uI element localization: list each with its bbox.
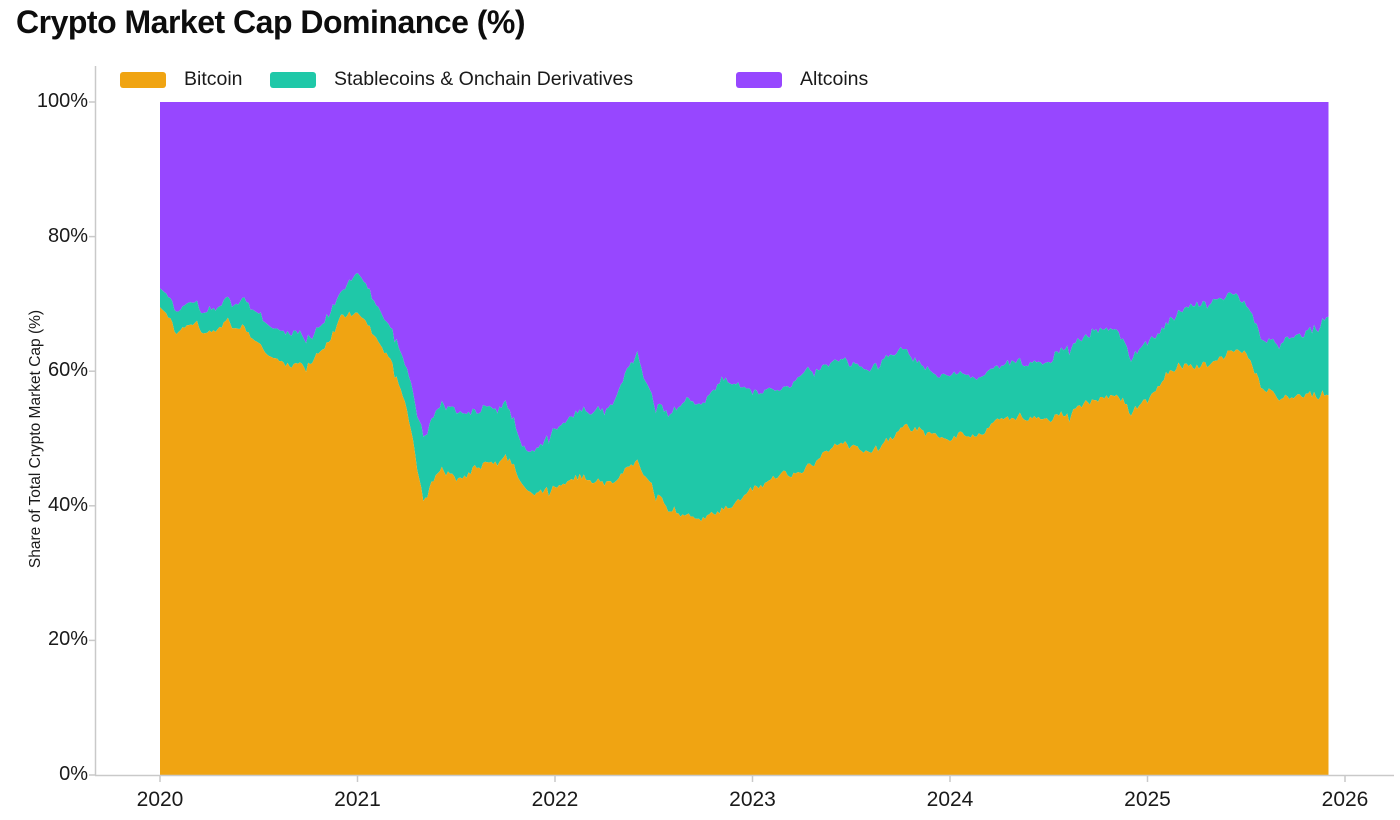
x-tick-label: 2020 [136, 788, 184, 811]
chart-title: Crypto Market Cap Dominance (%) [16, 4, 526, 40]
y-axis-title: Share of Total Crypto Market Cap (%) [27, 309, 44, 569]
y-tick-label: 20% [47, 628, 88, 651]
axes [89, 66, 1394, 782]
legend-item-bitcoin: Bitcoin [120, 68, 243, 91]
x-tick-label: 2021 [334, 788, 381, 811]
x-tick-label: 2026 [1321, 788, 1369, 811]
y-tick-label: 0% [59, 763, 88, 785]
legend-swatch-icon [736, 71, 782, 88]
legend-label: Altcoins [800, 68, 869, 90]
y-tick-label: 40% [47, 493, 88, 516]
legend-item-altcoins: Altcoins [736, 68, 868, 91]
plot-area [160, 102, 1329, 775]
x-tick-label: 2024 [926, 788, 974, 811]
legend-swatch-icon [120, 71, 166, 88]
bitcoin-area [160, 307, 1329, 775]
x-tick-label: 2025 [1124, 788, 1171, 811]
x-tick-label: 2023 [729, 788, 776, 811]
stablecoins-area [160, 273, 1329, 522]
x-tick-label: 2022 [531, 788, 579, 811]
altcoins-area [160, 102, 1329, 452]
legend-item-stablecoins: Stablecoins & Onchain Derivatives [270, 68, 633, 91]
legend-label: Bitcoin [184, 68, 243, 90]
y-tick-label: 60% [47, 359, 88, 382]
legend-swatch-icon [270, 71, 316, 88]
y-tick-label: 80% [47, 224, 88, 247]
y-tick-label: 100% [36, 90, 88, 112]
legend-label: Stablecoins & Onchain Derivatives [334, 68, 634, 90]
